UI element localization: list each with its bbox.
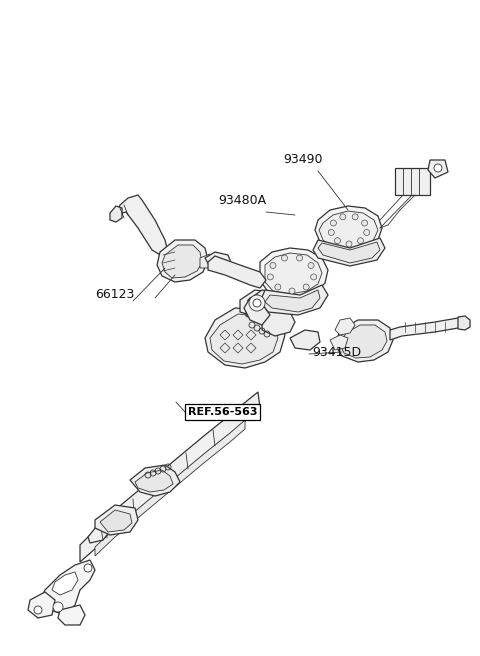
Polygon shape [458, 316, 470, 330]
Circle shape [275, 284, 281, 290]
Polygon shape [290, 330, 320, 350]
Ellipse shape [282, 266, 302, 282]
Circle shape [308, 262, 314, 268]
Circle shape [328, 230, 334, 236]
Circle shape [34, 606, 42, 614]
Circle shape [253, 299, 261, 307]
Polygon shape [240, 290, 275, 316]
Polygon shape [262, 308, 295, 336]
Polygon shape [260, 248, 328, 298]
Circle shape [330, 220, 336, 226]
Polygon shape [88, 520, 115, 543]
Polygon shape [200, 254, 215, 268]
Polygon shape [115, 195, 168, 256]
Polygon shape [80, 392, 260, 562]
Circle shape [270, 262, 276, 268]
Polygon shape [135, 470, 173, 492]
Circle shape [358, 237, 363, 244]
Circle shape [289, 288, 295, 294]
Text: REF.56-563: REF.56-563 [188, 407, 257, 417]
Circle shape [281, 255, 288, 261]
Circle shape [297, 255, 302, 261]
Polygon shape [340, 325, 387, 358]
Circle shape [346, 241, 352, 247]
Circle shape [267, 274, 273, 280]
Polygon shape [208, 256, 266, 288]
Text: 93480A: 93480A [218, 194, 266, 207]
Polygon shape [95, 420, 245, 556]
Polygon shape [315, 206, 382, 252]
Polygon shape [162, 245, 202, 278]
Polygon shape [100, 510, 132, 532]
Polygon shape [330, 335, 348, 350]
Polygon shape [313, 238, 385, 266]
Circle shape [84, 564, 92, 572]
Circle shape [340, 214, 346, 220]
Text: 66123: 66123 [95, 288, 134, 301]
Polygon shape [130, 465, 180, 496]
Polygon shape [260, 285, 328, 315]
Polygon shape [390, 318, 462, 340]
Polygon shape [246, 290, 282, 322]
Polygon shape [335, 318, 355, 335]
Circle shape [434, 164, 442, 172]
Polygon shape [395, 168, 430, 195]
Circle shape [361, 220, 368, 226]
Circle shape [364, 230, 370, 236]
Ellipse shape [275, 260, 310, 288]
Polygon shape [52, 572, 78, 595]
Polygon shape [28, 592, 55, 618]
Polygon shape [110, 206, 122, 222]
Polygon shape [58, 605, 85, 625]
Circle shape [303, 284, 309, 290]
Circle shape [335, 237, 340, 244]
Circle shape [53, 602, 63, 612]
Polygon shape [335, 320, 393, 362]
Polygon shape [265, 290, 320, 312]
Circle shape [311, 274, 317, 280]
Polygon shape [205, 308, 285, 368]
Polygon shape [210, 314, 278, 364]
Polygon shape [40, 560, 95, 615]
Text: 93490: 93490 [283, 153, 323, 166]
Circle shape [249, 295, 265, 311]
Polygon shape [157, 240, 208, 282]
Polygon shape [95, 505, 138, 535]
Polygon shape [244, 295, 270, 325]
Ellipse shape [334, 218, 364, 242]
Polygon shape [319, 211, 378, 250]
Ellipse shape [341, 224, 357, 237]
Circle shape [352, 214, 358, 220]
Polygon shape [265, 253, 322, 294]
Polygon shape [318, 242, 380, 263]
Polygon shape [428, 160, 448, 178]
Text: 93415D: 93415D [312, 346, 361, 359]
Polygon shape [205, 252, 232, 272]
